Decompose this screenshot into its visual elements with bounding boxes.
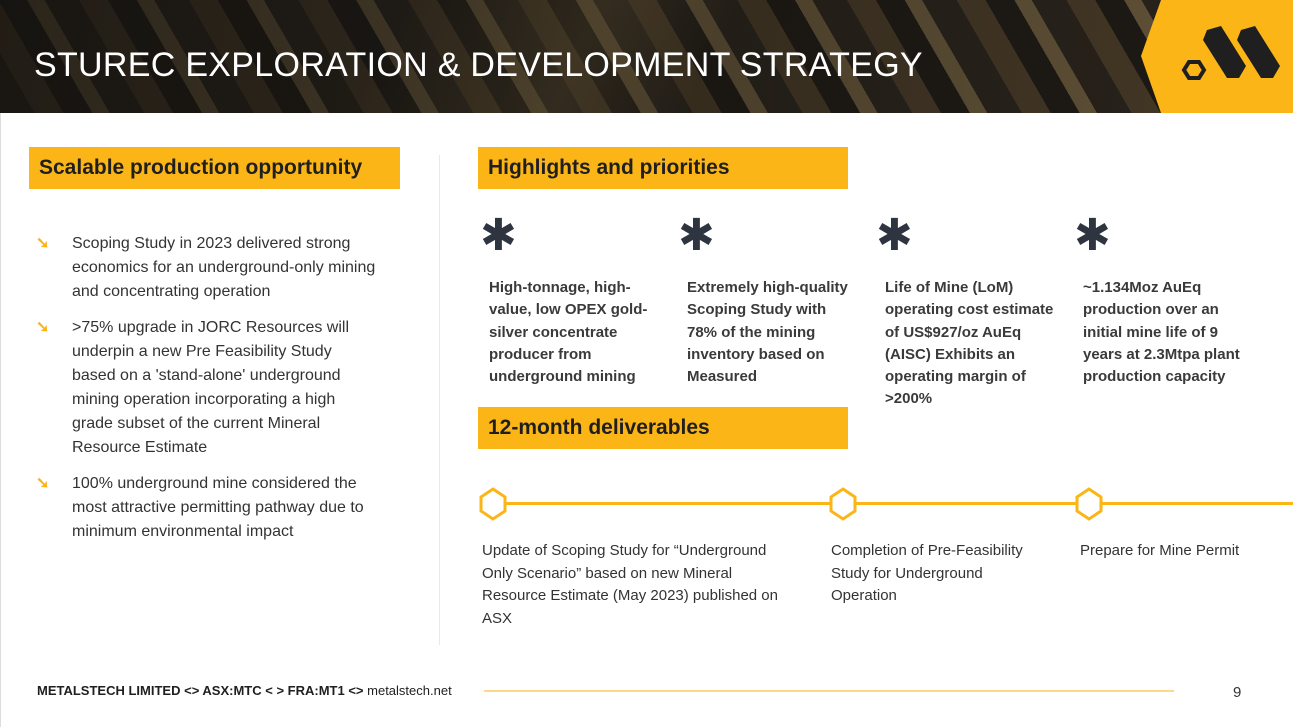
deliverable-text: Prepare for Mine Permit — [1080, 542, 1240, 559]
footer-line — [484, 690, 1174, 692]
asterisk-icon: ✱ — [678, 211, 715, 260]
website-link[interactable]: metalstech.net — [367, 683, 452, 698]
asterisk-icon: ✱ — [1074, 211, 1111, 260]
section-banner-scalable: Scalable production opportunity — [29, 147, 400, 189]
asterisk-icon: ✱ — [876, 211, 913, 260]
bullet-item: ➘ Scoping Study in 2023 delivered strong … — [36, 232, 376, 304]
section-banner-highlights: Highlights and priorities — [478, 147, 848, 189]
bullet-item: ➘ >75% upgrade in JORC Resources will und… — [36, 316, 376, 460]
header-banner — [0, 0, 1293, 113]
hexagon-milestone-icon — [829, 487, 857, 521]
highlight-text: High-tonnage, high-value, low OPEX gold-… — [489, 279, 648, 386]
page-number: 9 — [1233, 684, 1242, 701]
deliverable-text: Update of Scoping Study for “Underground… — [482, 542, 778, 627]
highlight-text: ~1.134Moz AuEq production over an initia… — [1083, 279, 1240, 386]
deliverable-text: Completion of Pre-Feasibility Study for … — [831, 542, 1023, 604]
section-banner-deliverables: 12-month deliverables — [478, 407, 848, 449]
arrow-down-right-icon: ➘ — [36, 319, 50, 336]
bullet-item: ➘ 100% underground mine considered the mo… — [36, 472, 376, 544]
timeline-line — [490, 502, 1293, 505]
page-title: STUREC EXPLORATION & DEVELOPMENT STRATEG… — [34, 46, 923, 84]
asterisk-icon: ✱ — [480, 211, 517, 260]
column-divider — [439, 155, 440, 645]
hexagon-milestone-icon — [1075, 487, 1103, 521]
metalstech-logo — [1141, 0, 1293, 113]
footer-text: METALSTECH LIMITED <> ASX:MTC < > FRA:MT… — [37, 683, 452, 698]
highlight-text: Extremely high-quality Scoping Study wit… — [687, 279, 848, 386]
hexagon-milestone-icon — [479, 487, 507, 521]
arrow-down-right-icon: ➘ — [36, 235, 50, 252]
highlight-text: Life of Mine (LoM) operating cost estima… — [885, 279, 1054, 408]
slide-edge — [0, 113, 1, 727]
arrow-down-right-icon: ➘ — [36, 475, 50, 492]
